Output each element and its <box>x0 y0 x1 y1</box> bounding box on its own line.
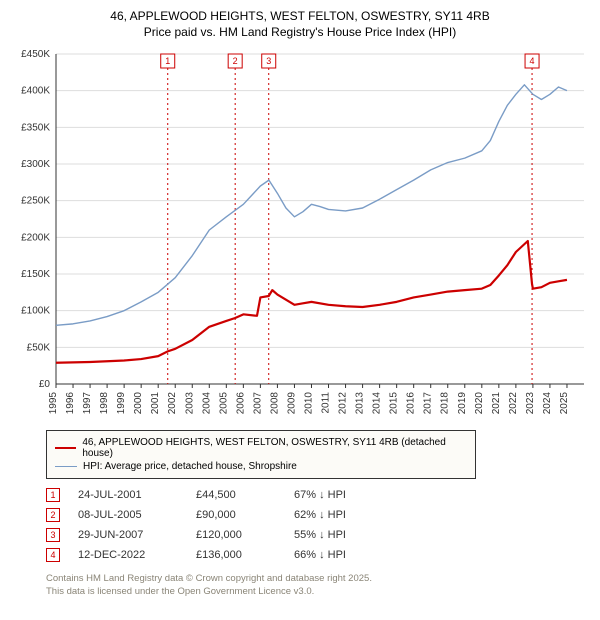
svg-text:2014: 2014 <box>372 392 383 415</box>
svg-text:2001: 2001 <box>150 392 161 415</box>
events-table: 1 24-JUL-2001 £44,500 67% ↓ HPI 2 08-JUL-2005… <box>46 485 592 565</box>
event-date: 29-JUN-2007 <box>78 529 178 541</box>
legend-row: HPI: Average price, detached house, Shro… <box>55 460 467 473</box>
event-price: £44,500 <box>196 489 276 501</box>
event-marker: 3 <box>46 528 60 542</box>
title-line-1: 46, APPLEWOOD HEIGHTS, WEST FELTON, OSWE… <box>8 8 592 24</box>
event-price: £120,000 <box>196 529 276 541</box>
legend-swatch <box>55 447 76 449</box>
svg-text:£350K: £350K <box>21 123 50 134</box>
svg-text:£100K: £100K <box>21 306 50 317</box>
legend-label: 46, APPLEWOOD HEIGHTS, WEST FELTON, OSWE… <box>82 437 467 459</box>
svg-text:2004: 2004 <box>201 392 212 415</box>
svg-text:2018: 2018 <box>440 392 451 415</box>
svg-text:2015: 2015 <box>389 392 400 415</box>
event-pct: 67% ↓ HPI <box>294 489 346 501</box>
svg-text:2022: 2022 <box>508 392 519 415</box>
svg-text:2017: 2017 <box>423 392 434 415</box>
event-row: 1 24-JUL-2001 £44,500 67% ↓ HPI <box>46 485 592 505</box>
event-row: 3 29-JUN-2007 £120,000 55% ↓ HPI <box>46 525 592 545</box>
title-line-2: Price paid vs. HM Land Registry's House … <box>8 24 592 40</box>
footer-licence: Contains HM Land Registry data © Crown c… <box>46 573 592 599</box>
svg-text:2009: 2009 <box>286 392 297 415</box>
event-price: £90,000 <box>196 509 276 521</box>
svg-text:2023: 2023 <box>525 392 536 415</box>
event-row: 4 12-DEC-2022 £136,000 66% ↓ HPI <box>46 545 592 565</box>
svg-text:3: 3 <box>266 56 271 66</box>
chart-svg: £0 £50K £100K £150K £200K £250K £300K £350K £400… <box>8 44 592 424</box>
svg-text:1995: 1995 <box>48 392 59 415</box>
svg-text:£50K: £50K <box>27 343 51 354</box>
svg-text:2020: 2020 <box>474 392 485 415</box>
svg-text:2016: 2016 <box>406 392 417 415</box>
legend-label: HPI: Average price, detached house, Shro… <box>83 461 297 472</box>
svg-text:£450K: £450K <box>21 49 50 60</box>
chart-area: £0 £50K £100K £150K £200K £250K £300K £350K £400… <box>8 44 592 424</box>
event-date: 12-DEC-2022 <box>78 549 178 561</box>
event-pct: 55% ↓ HPI <box>294 529 346 541</box>
svg-text:2008: 2008 <box>269 392 280 415</box>
event-date: 24-JUL-2001 <box>78 489 178 501</box>
footer-line-2: This data is licensed under the Open Gov… <box>46 586 592 599</box>
svg-text:2024: 2024 <box>542 392 553 415</box>
svg-text:4: 4 <box>530 56 535 66</box>
event-marker: 4 <box>46 548 60 562</box>
svg-text:2021: 2021 <box>491 392 502 415</box>
svg-text:2013: 2013 <box>355 392 366 415</box>
svg-text:2007: 2007 <box>252 392 263 415</box>
svg-text:2003: 2003 <box>184 392 195 415</box>
svg-text:2010: 2010 <box>303 392 314 415</box>
svg-text:1997: 1997 <box>82 392 93 415</box>
svg-text:2025: 2025 <box>559 392 570 415</box>
svg-text:2: 2 <box>233 56 238 66</box>
legend-row: 46, APPLEWOOD HEIGHTS, WEST FELTON, OSWE… <box>55 436 467 460</box>
event-marker: 2 <box>46 508 60 522</box>
legend: 46, APPLEWOOD HEIGHTS, WEST FELTON, OSWE… <box>46 430 476 479</box>
svg-text:£0: £0 <box>39 379 51 390</box>
footer-line-1: Contains HM Land Registry data © Crown c… <box>46 573 592 586</box>
svg-text:2005: 2005 <box>218 392 229 415</box>
svg-text:£400K: £400K <box>21 86 50 97</box>
svg-text:2011: 2011 <box>321 392 332 414</box>
svg-text:2012: 2012 <box>338 392 349 415</box>
svg-text:2000: 2000 <box>133 392 144 415</box>
event-pct: 62% ↓ HPI <box>294 509 346 521</box>
svg-text:1996: 1996 <box>65 392 76 415</box>
svg-text:£300K: £300K <box>21 159 50 170</box>
svg-text:1998: 1998 <box>99 392 110 415</box>
svg-text:2006: 2006 <box>235 392 246 415</box>
svg-text:1999: 1999 <box>116 392 127 415</box>
svg-text:2019: 2019 <box>457 392 468 415</box>
event-date: 08-JUL-2005 <box>78 509 178 521</box>
svg-text:1: 1 <box>165 56 170 66</box>
svg-text:2002: 2002 <box>167 392 178 415</box>
chart-title: 46, APPLEWOOD HEIGHTS, WEST FELTON, OSWE… <box>8 8 592 40</box>
svg-text:£150K: £150K <box>21 269 50 280</box>
event-row: 2 08-JUL-2005 £90,000 62% ↓ HPI <box>46 505 592 525</box>
event-marker: 1 <box>46 488 60 502</box>
svg-text:£200K: £200K <box>21 233 50 244</box>
svg-text:£250K: £250K <box>21 196 50 207</box>
event-price: £136,000 <box>196 549 276 561</box>
legend-swatch <box>55 466 77 467</box>
event-pct: 66% ↓ HPI <box>294 549 346 561</box>
